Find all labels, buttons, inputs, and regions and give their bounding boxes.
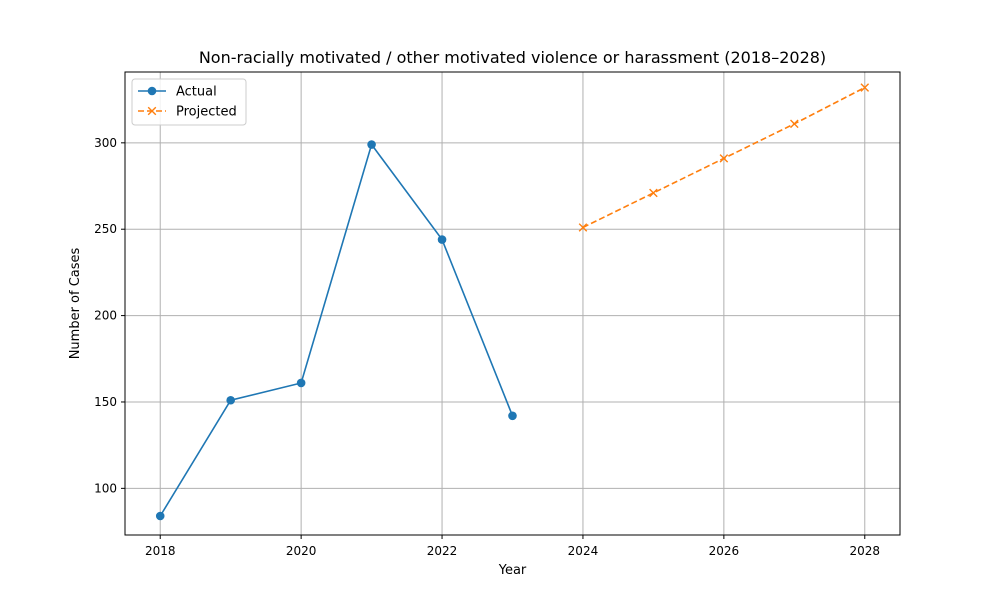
legend-marker (147, 86, 157, 96)
data-point (719, 154, 729, 163)
legend-label: Projected (176, 105, 237, 120)
data-point (790, 119, 799, 129)
x-tick-label: 2018 (145, 544, 176, 558)
data-point (437, 235, 447, 244)
legend: Actual Projected (131, 78, 247, 126)
legend-marker (147, 106, 157, 116)
legend-entry: Actual (138, 85, 217, 100)
legend-label: Actual (176, 85, 217, 100)
x-tick-label: 2026 (709, 544, 740, 558)
x-tick-label: 2028 (849, 544, 880, 558)
series-projected (578, 83, 870, 232)
series-actual (155, 140, 517, 521)
axis-ticks: 2018 2020 2022 2024 2026 2028 100 150 200 250 300 (94, 136, 880, 558)
data-point (226, 395, 235, 405)
y-tick-label: 150 (94, 395, 117, 409)
y-tick-label: 250 (94, 222, 117, 236)
y-tick-label: 200 (94, 309, 117, 323)
plot-frame (124, 71, 901, 536)
series-layer (155, 83, 870, 521)
data-point (860, 83, 870, 92)
x-tick-label: 2020 (286, 544, 317, 558)
chart-title: Non-racially motivated / other motivated… (199, 48, 826, 67)
data-point (155, 511, 165, 521)
data-point (508, 411, 517, 421)
data-point (649, 188, 658, 198)
x-axis-label: Year (498, 563, 527, 578)
y-tick-label: 100 (94, 481, 117, 495)
x-tick-label: 2022 (427, 544, 458, 558)
data-point (296, 378, 306, 388)
data-point (367, 140, 376, 149)
grid-lines (125, 72, 900, 535)
series-line-actual (159, 142, 514, 517)
legend-entry: Projected (138, 105, 237, 120)
y-axis-label: Number of Cases (68, 247, 83, 359)
data-point (578, 223, 588, 232)
y-tick-label: 300 (94, 136, 117, 150)
x-tick-label: 2024 (568, 544, 599, 558)
